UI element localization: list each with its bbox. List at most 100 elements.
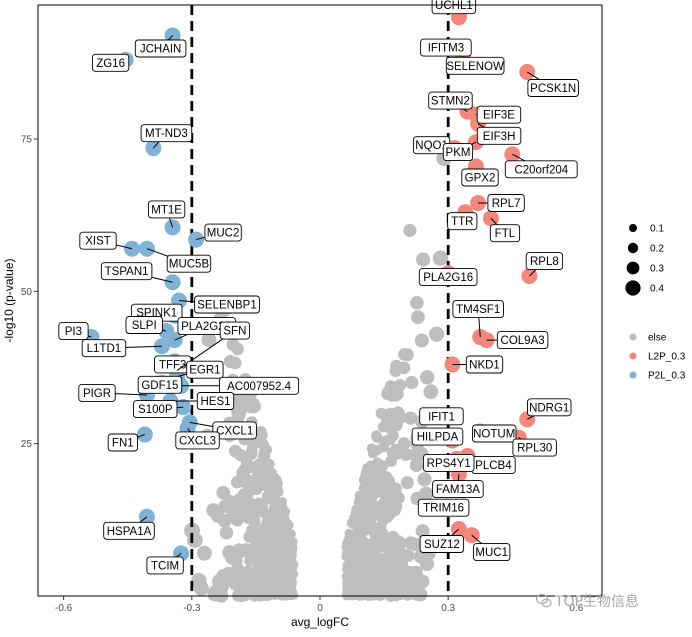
label-box <box>78 383 116 402</box>
y-tick-label: 75 <box>21 135 33 146</box>
else-point <box>201 332 217 348</box>
y-tick-label: 25 <box>21 439 33 450</box>
size-legend-key <box>626 261 640 275</box>
gene-label: TM4SF1 <box>456 304 500 316</box>
label-box <box>417 498 470 517</box>
size-legend-label: 0.4 <box>650 284 664 295</box>
color-legend-label: P2L_0.3 <box>648 371 686 382</box>
label-box <box>58 322 89 341</box>
else-point <box>282 560 292 570</box>
gene-label: STMN2 <box>431 96 470 108</box>
else-point <box>349 543 358 553</box>
else-point <box>389 365 402 377</box>
else-point <box>361 562 372 573</box>
else-point <box>284 569 294 579</box>
else-point <box>385 455 398 467</box>
label-box <box>419 535 465 553</box>
else-point <box>377 510 389 522</box>
gene-label: TTR <box>451 216 473 228</box>
else-point <box>259 448 271 460</box>
else-point <box>373 481 385 493</box>
label-box <box>91 53 130 72</box>
else-point <box>276 572 286 582</box>
label-box <box>419 407 464 426</box>
color-legend-key <box>629 352 637 360</box>
else-point <box>414 333 429 348</box>
size-legend-label: 0.1 <box>650 224 664 235</box>
gene-label: RPL30 <box>517 443 552 455</box>
gene-label: CXCL1 <box>216 425 253 437</box>
y-axis-title: -log10 (p-value) <box>2 258 16 342</box>
label-box <box>186 360 224 379</box>
label-box <box>125 316 163 334</box>
size-legend-key <box>625 280 641 296</box>
else-point <box>405 375 419 390</box>
label-box <box>489 224 521 243</box>
label-box <box>133 400 178 419</box>
label-box <box>504 160 578 179</box>
gene-label: SUZ12 <box>424 539 460 551</box>
else-point <box>264 577 275 588</box>
label-box <box>418 268 478 287</box>
gene-label: SLPI <box>132 320 157 332</box>
label-box <box>219 321 250 340</box>
label-box <box>81 339 127 358</box>
else-point <box>229 444 242 458</box>
color-legend-label: L2P_0.3 <box>648 352 686 363</box>
x-tick-label: -0.6 <box>55 603 73 614</box>
else-point <box>342 575 352 585</box>
else-point <box>352 514 362 525</box>
label-box <box>175 431 220 450</box>
color-legend-key <box>629 333 637 341</box>
gene-label: COL9A3 <box>501 335 545 347</box>
label-box <box>103 521 155 540</box>
label-box <box>525 252 564 271</box>
else-point <box>362 469 373 480</box>
x-tick-label: -0.3 <box>183 603 201 614</box>
else-point <box>281 507 291 517</box>
label-box <box>428 91 473 110</box>
label-box <box>447 212 478 231</box>
watermark: TOP生物信息 <box>536 591 639 611</box>
wechat-icon <box>536 593 552 608</box>
gene-label: PLCB4 <box>475 460 512 472</box>
else-point <box>269 502 279 513</box>
label-box <box>461 168 499 187</box>
else-point <box>397 437 411 451</box>
else-point <box>257 429 268 441</box>
gene-label: UCHL1 <box>435 0 473 12</box>
gene-label: MT-ND3 <box>145 128 188 140</box>
gene-label: NDRG1 <box>529 402 569 414</box>
gene-label: XIST <box>85 236 111 248</box>
label-box <box>527 398 572 417</box>
else-point <box>257 505 269 517</box>
gene-label: S100P <box>138 404 173 416</box>
label-box <box>134 39 187 58</box>
label-box <box>100 262 153 281</box>
else-point <box>390 586 404 599</box>
legend: 0.1 0.2 0.3 0.4 else L2P_0.3 P2L_0.3 <box>625 224 686 382</box>
else-point <box>400 476 414 490</box>
else-point <box>377 408 389 420</box>
else-point <box>258 440 270 452</box>
else-point <box>410 296 424 310</box>
gene-label: JCHAIN <box>140 44 182 56</box>
else-point <box>231 407 245 420</box>
label-box <box>140 124 193 143</box>
color-legend-label: else <box>648 333 667 344</box>
gene-label: PKM <box>446 147 471 159</box>
gene-label: AC007952.4 <box>227 381 292 393</box>
axes: -0.6 -0.3 0 0.3 0.6 25 50 75 avg_logFC -log10 (p-… <box>2 4 603 629</box>
gene-label: EIF3E <box>483 110 515 122</box>
gene-label: PLA2G16 <box>423 272 473 284</box>
label-box <box>147 200 186 219</box>
plot-panel <box>38 5 602 596</box>
x-tick-label: 0.3 <box>441 603 455 614</box>
gene-label: CXCL3 <box>179 435 216 447</box>
color-legend-key <box>629 371 637 379</box>
else-point <box>252 563 264 575</box>
label-box <box>445 56 505 75</box>
else-point <box>264 458 275 470</box>
gene-label: RPS4Y1 <box>427 458 471 470</box>
else-point <box>288 546 297 555</box>
